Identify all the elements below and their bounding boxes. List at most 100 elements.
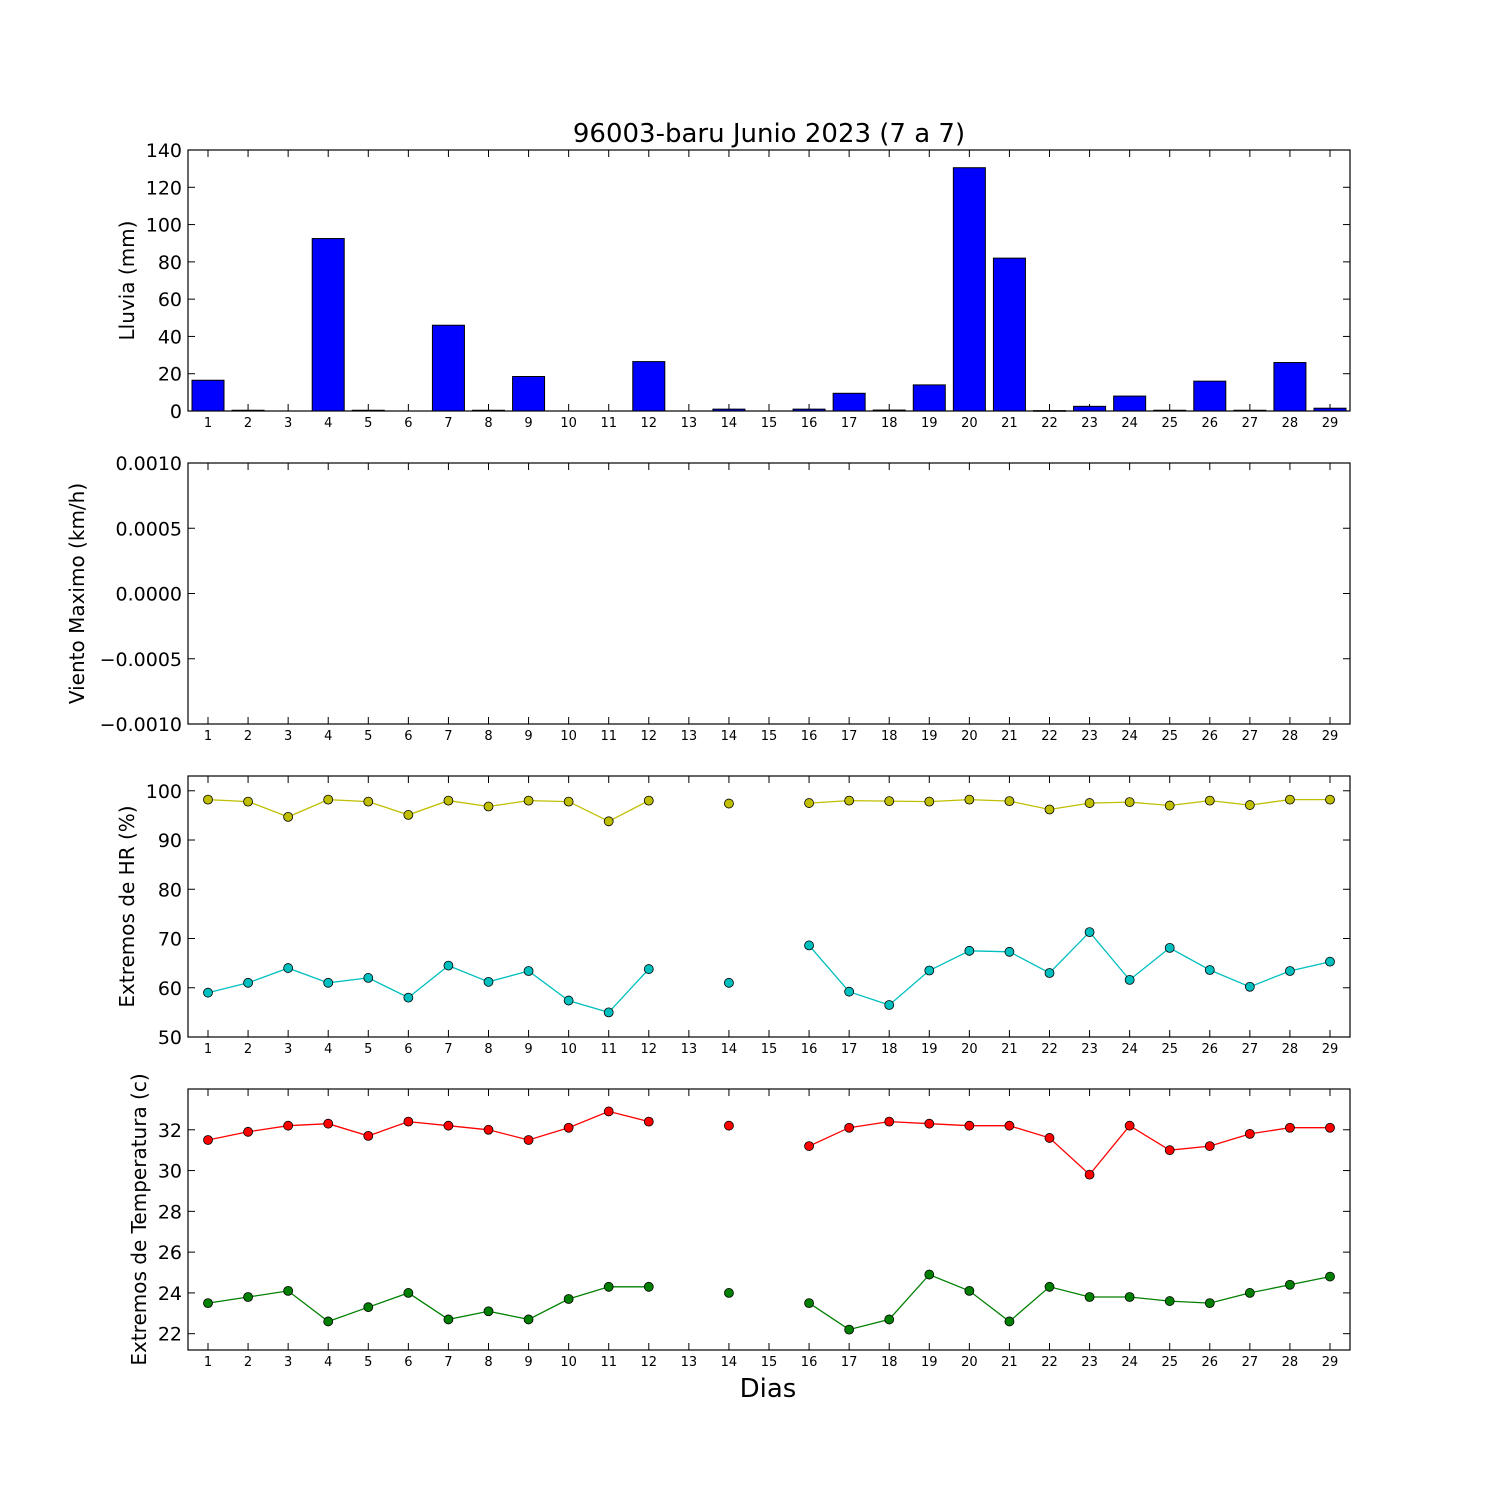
- x-tick-label: 23: [1081, 729, 1098, 744]
- y-tick-label: 70: [158, 929, 182, 951]
- x-tick-label: 3: [284, 729, 292, 744]
- series-1-point-day-4: [323, 1118, 334, 1129]
- x-tick-label: 3: [284, 1042, 292, 1057]
- x-tick-label: 22: [1041, 1355, 1058, 1370]
- series-1-point-day-3: [283, 811, 294, 822]
- series-2-point-day-27: [1244, 1288, 1255, 1298]
- bar-day-26: [1193, 380, 1227, 412]
- x-tick-label: 22: [1041, 1042, 1058, 1057]
- y-axis-label: Extremos de Temperatura (c): [127, 1073, 151, 1365]
- series-1-point-day-1: [203, 794, 213, 805]
- series-1-point-day-24: [1124, 1120, 1135, 1131]
- x-tick-label: 3: [284, 1355, 292, 1370]
- x-tick-label: 11: [600, 1042, 617, 1057]
- x-tick-label: 20: [961, 1355, 978, 1370]
- series-2-point-day-21: [1004, 1316, 1015, 1327]
- panel-3-axes-frame: [187, 775, 1351, 1038]
- series-1-point-day-20: [964, 1120, 975, 1131]
- bar-day-22: [1033, 410, 1066, 412]
- x-tick-label: 10: [560, 416, 577, 431]
- series-2-point-day-24: [1124, 974, 1135, 985]
- x-tick-label: 27: [1242, 416, 1259, 431]
- y-tick-label: 0.0000: [116, 584, 182, 606]
- x-tick-label: 28: [1282, 1042, 1299, 1057]
- x-tick-label: 16: [801, 416, 818, 431]
- x-tick-label: 29: [1322, 416, 1339, 431]
- x-tick-label: 14: [721, 1355, 738, 1370]
- series-2-point-day-9: [523, 966, 534, 976]
- y-tick-label: 30: [158, 1161, 182, 1183]
- x-tick-label: 26: [1202, 1042, 1219, 1057]
- bar-day-17: [832, 392, 866, 412]
- series-2-point-day-17: [844, 986, 855, 997]
- series-1-point-day-11: [603, 1106, 614, 1117]
- x-tick-label: 26: [1202, 1355, 1219, 1370]
- x-tick-label: 7: [444, 1355, 452, 1370]
- x-tick-label: 5: [364, 729, 372, 744]
- x-tick-label: 5: [364, 1355, 372, 1370]
- x-tick-label: 12: [641, 1042, 658, 1057]
- x-tick-label: 9: [524, 1042, 532, 1057]
- x-tick-label: 18: [881, 1355, 898, 1370]
- x-tick-label: 19: [921, 1042, 938, 1057]
- x-tick-label: 2: [244, 1355, 252, 1370]
- series-2-point-day-4: [323, 1316, 334, 1327]
- x-tick-label: 10: [560, 729, 577, 744]
- x-tick-label: 3: [284, 416, 292, 431]
- series-2-point-day-16: [804, 940, 814, 951]
- series-2-line: [808, 1273, 1331, 1331]
- series-2-point-day-9: [523, 1314, 534, 1325]
- series-2-point-day-3: [283, 963, 294, 973]
- x-tick-label: 1: [204, 1355, 212, 1370]
- bar-day-20: [952, 167, 986, 412]
- series-2-point-day-21: [1004, 946, 1015, 957]
- x-tick-label: 9: [524, 416, 532, 431]
- y-axis-label: Extremos de HR (%): [115, 805, 139, 1007]
- x-tick-label: 7: [444, 416, 452, 431]
- series-2-point-day-28: [1285, 1279, 1295, 1290]
- series-1-point-day-12: [643, 1116, 654, 1127]
- x-tick-label: 11: [600, 729, 617, 744]
- series-1-point-day-12: [643, 795, 654, 806]
- y-tick-label: 0.0010: [116, 453, 182, 475]
- x-tick-label: 28: [1282, 416, 1299, 431]
- series-1-point-day-14: [724, 798, 734, 809]
- x-tick-label: 20: [961, 1042, 978, 1057]
- series-2-point-day-22: [1044, 1281, 1055, 1292]
- y-tick-label: 20: [158, 364, 182, 386]
- series-1-point-day-11: [603, 816, 614, 827]
- series-2-point-day-26: [1204, 1298, 1215, 1309]
- series-1-point-day-6: [403, 810, 414, 820]
- x-tick-label: 8: [484, 729, 492, 744]
- series-2-point-day-11: [603, 1007, 614, 1018]
- y-tick-label: 80: [158, 879, 182, 901]
- y-tick-label: 100: [146, 215, 182, 237]
- series-1-point-day-22: [1044, 1133, 1055, 1143]
- x-tick-label: 21: [1001, 729, 1018, 744]
- y-axis-label: Lluvia (mm): [115, 221, 139, 341]
- x-tick-label: 29: [1322, 1042, 1339, 1057]
- series-1-point-day-19: [924, 1118, 935, 1129]
- chart-title: 96003-baru Junio 2023 (7 a 7): [573, 119, 965, 149]
- x-tick-label: 18: [881, 729, 898, 744]
- series-2-point-day-8: [483, 1306, 494, 1317]
- y-tick-label: −0.0010: [100, 714, 182, 736]
- series-2-point-day-6: [403, 992, 414, 1003]
- series-2-point-day-23: [1084, 1292, 1095, 1302]
- y-tick-label: 0.0005: [116, 518, 182, 540]
- panel-2-axes-frame: [187, 462, 1351, 725]
- series-2-point-day-16: [804, 1298, 814, 1309]
- x-tick-label: 6: [404, 416, 412, 431]
- x-tick-label: 15: [761, 1355, 778, 1370]
- x-tick-label: 16: [801, 729, 818, 744]
- series-1-point-day-3: [283, 1120, 294, 1131]
- x-tick-label: 15: [761, 1042, 778, 1057]
- x-tick-label: 25: [1161, 1042, 1178, 1057]
- series-1-point-day-5: [363, 1130, 374, 1141]
- x-tick-label: 14: [721, 729, 738, 744]
- series-1-point-day-9: [523, 795, 534, 806]
- series-1-point-day-18: [884, 1116, 895, 1127]
- series-1-point-day-26: [1204, 1141, 1215, 1151]
